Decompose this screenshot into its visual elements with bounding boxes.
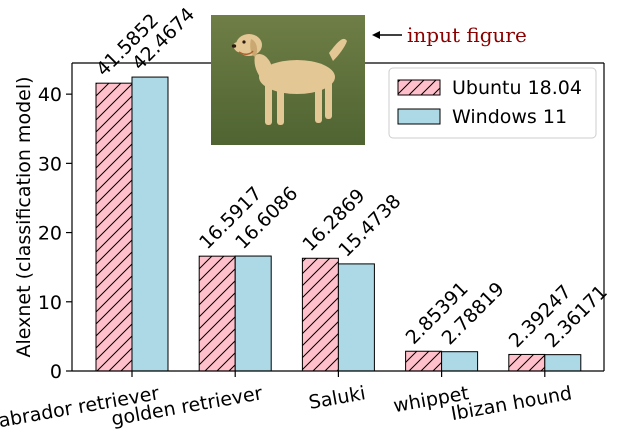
x-tick-label: Saluki (307, 382, 367, 414)
legend: Ubuntu 18.04 Windows 11 (388, 67, 597, 139)
bar-windows-4 (544, 354, 582, 372)
bar-ubuntu-2 (301, 257, 339, 372)
bar-ubuntu-1 (198, 255, 236, 372)
legend-label: Ubuntu 18.04 (452, 77, 582, 99)
x-tick-label: Ibizan hound (449, 382, 573, 425)
input-figure-annotation: input figure (372, 23, 527, 47)
annotation-text: input figure (407, 23, 527, 47)
bar-ubuntu-4 (508, 353, 546, 372)
bar-windows-1 (234, 255, 272, 372)
bar-windows-2 (337, 263, 375, 372)
y-tick-label: 20 (38, 223, 62, 245)
annotation-arrow-head-icon (372, 31, 380, 39)
input-dog-image (211, 15, 365, 145)
bar-windows-3 (441, 351, 479, 372)
y-tick-label: 30 (38, 153, 62, 175)
y-axis-label: Alexnet (classification model) (13, 76, 35, 357)
bar-ubuntu-0 (95, 82, 133, 372)
y-tick-label: 40 (38, 84, 62, 106)
legend-swatch-ubuntu (397, 79, 441, 96)
labrador-dog-icon (211, 15, 365, 145)
y-tick-label: 10 (38, 292, 62, 314)
legend-box (388, 67, 597, 139)
bar-ubuntu-3 (405, 350, 443, 372)
bar-windows-0 (131, 76, 169, 372)
y-tick-label: 0 (50, 361, 62, 383)
legend-swatch-windows (397, 108, 441, 125)
legend-label: Windows 11 (452, 106, 567, 128)
